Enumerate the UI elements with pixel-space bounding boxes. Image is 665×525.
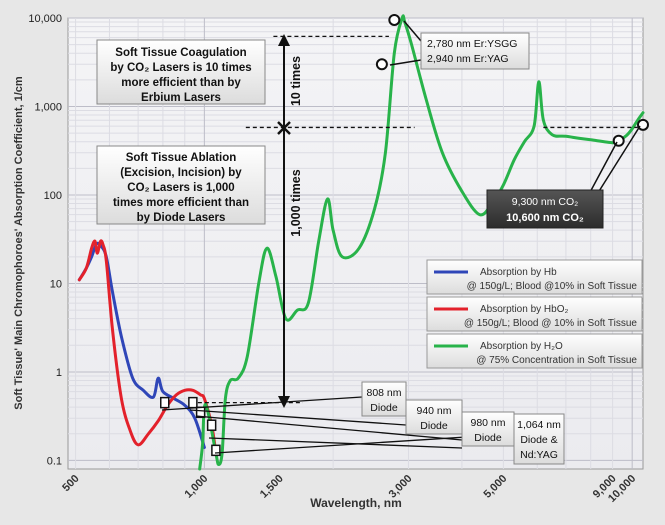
abl-line-3: CO₂ Lasers is 1,000 <box>127 182 234 194</box>
coag-line-3: more efficient than by <box>121 77 241 89</box>
legend-hb-line-2: @ 150g/L; Blood @10% in Soft Tissue <box>467 281 638 292</box>
series-line-hbo2 <box>77 239 218 455</box>
label-980-line-2: Diode <box>474 432 502 444</box>
label-940-line-2: Diode <box>420 420 448 432</box>
coag-line-1: Soft Tissue Coagulation <box>115 47 246 59</box>
marker-square <box>206 419 217 431</box>
box-1064 <box>513 413 565 465</box>
legend-box-hbo2 <box>426 296 643 332</box>
co2-line-2: 10,600 nm CO₂ <box>506 212 584 224</box>
x-axis-label: Wavelength, nm <box>310 496 402 510</box>
coag-line-2: by CO₂ Lasers is 10 times <box>110 62 251 74</box>
legend-h2o-line-1: Absorption by H₂O <box>480 341 563 352</box>
marker-square <box>211 444 221 457</box>
erbium-callout: 2,780 nm Er:YSGG 2,940 nm Er:YAG <box>389 20 530 70</box>
label-1064-line-1: 1,064 nm <box>517 419 561 431</box>
legend-hbo2-line-2: @ 150g/L; Blood @ 10% in Soft Tissue <box>464 318 638 329</box>
marker-square <box>160 396 170 409</box>
abl-line-1: Soft Tissue Ablation <box>126 152 237 164</box>
legend-h2o-line-2: @ 75% Concentration in Soft Tissue <box>476 355 637 366</box>
box-940 <box>405 399 463 435</box>
coag-line-4: Erbium Lasers <box>141 92 221 104</box>
y-tick-label: 10 <box>50 278 62 290</box>
legend: Absorption by Hb @ 150g/L; Blood @10% in… <box>426 259 643 369</box>
abl-line-4: times more efficient than <box>113 197 249 209</box>
x-tick-label: 1,500 <box>258 473 286 501</box>
legend-box-hb <box>426 259 643 295</box>
co2-line-1: 9,300 nm CO₂ <box>512 196 579 208</box>
label-980-line-1: 980 nm <box>470 417 505 429</box>
box-808 <box>361 381 407 417</box>
legend-hbo2-line-1: Absorption by HbO₂ <box>480 304 568 315</box>
y-tick-label: 0.1 <box>47 455 62 467</box>
abl-line-2: (Excision, Incision) by <box>120 167 242 179</box>
x-tick-label: 500 <box>60 473 81 494</box>
label-808-line-2: Diode <box>370 402 398 414</box>
ratio-arrows: 10 times 1,000 times <box>277 34 303 408</box>
y-tick-label: 1 <box>56 367 62 379</box>
x-tick-label: 1,000 <box>183 473 211 501</box>
series-lines <box>77 14 645 471</box>
x-tick-label: 5,000 <box>482 473 510 501</box>
y-tick-label: 10,000 <box>28 13 62 25</box>
diode-callouts: 808 nm Diode 940 nm Diode 980 nm Diode 1… <box>161 381 565 465</box>
label-1064-line-2: Diode & <box>520 434 557 446</box>
co2-callout: 9,300 nm CO₂ 10,600 nm CO₂ <box>486 125 641 229</box>
marker-square <box>188 396 198 409</box>
erbium-line-1: 2,780 nm Er:YSGG <box>427 38 517 50</box>
label-940-line-1: 940 nm <box>416 405 451 417</box>
ablation-annotation: Soft Tissue Ablation (Excision, Incision… <box>96 145 266 225</box>
marker-circle <box>388 13 401 26</box>
y-tick-label: 1,000 <box>34 101 62 113</box>
label-1064-line-3: Nd:YAG <box>520 449 558 461</box>
series-line-h2o <box>198 14 645 471</box>
legend-box-h2o <box>426 333 643 369</box>
erbium-line-2: 2,940 nm Er:YAG <box>427 53 509 65</box>
y-axis-label: Soft Tissue' Main Chromophoroes' Absorpt… <box>13 76 25 410</box>
thousand-times-label: 1,000 times <box>289 169 303 236</box>
marker-circle <box>375 58 388 71</box>
marker-circle <box>637 118 649 131</box>
y-tick-label: 100 <box>44 190 62 202</box>
legend-hb-line-1: Absorption by Hb <box>480 267 557 278</box>
label-808-line-1: 808 nm <box>366 387 401 399</box>
abl-line-5: by Diode Lasers <box>137 212 226 224</box>
ten-times-label: 10 times <box>289 56 303 106</box>
coagulation-annotation: Soft Tissue Coagulation by CO₂ Lasers is… <box>96 39 266 105</box>
